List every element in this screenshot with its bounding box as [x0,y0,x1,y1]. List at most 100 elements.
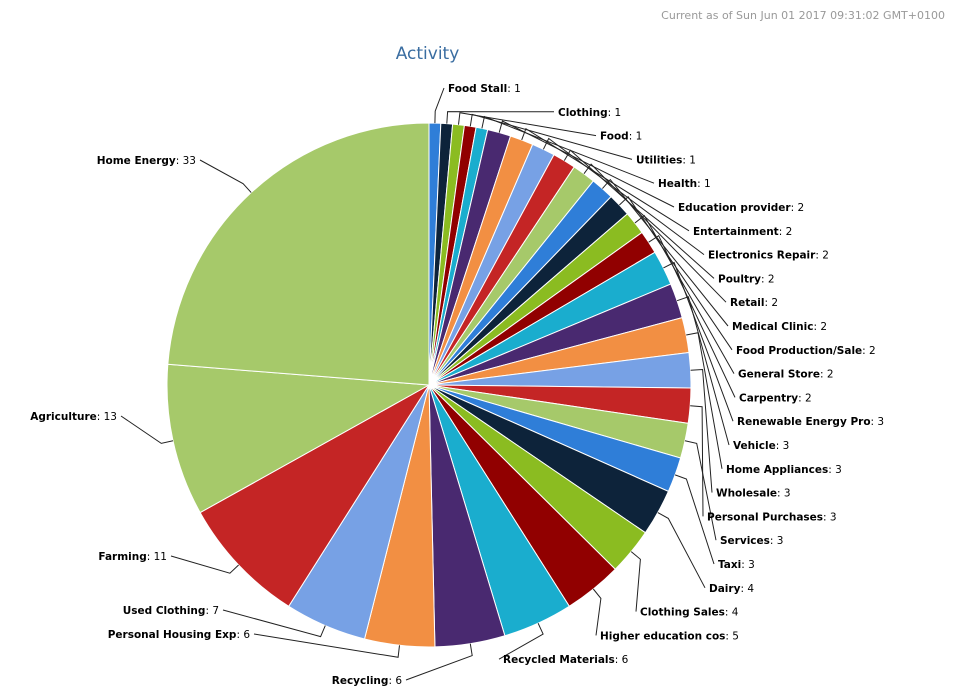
label-used-clothing: Used Clothing: 7 [123,605,219,617]
connector-wholesale [690,368,713,493]
label-food-production-sale: Food Production/Sale: 2 [736,345,876,357]
connector-entertainment [521,127,690,232]
label-name: Education provider [678,202,791,214]
label-name: Wholesale [716,488,777,500]
slice-agriculture[interactable] [166,363,431,514]
label-name: Recycled Materials [503,654,615,666]
label-name: Carpentry [739,392,798,404]
connector-electronics-repair [542,137,705,256]
connector-home-energy [199,159,252,193]
connector-agriculture [120,415,174,444]
slice-farming[interactable] [199,384,430,607]
label-value: : 3 [777,488,791,500]
label-value: : 3 [871,416,885,428]
label-value: : 2 [820,369,834,381]
label-name: General Store [738,369,820,381]
label-retail: Retail: 2 [730,297,778,309]
label-value: : 3 [776,440,790,452]
connector-recycling [405,643,473,681]
connector-personal-housing-exp [253,633,400,658]
connector-higher-education-cos [592,588,602,636]
label-clothing: Clothing: 1 [558,107,621,119]
connector-clothing [446,111,555,124]
label-name: Clothing Sales [640,607,725,619]
label-name: Electronics Repair [708,250,816,262]
label-name: Food Stall [448,83,507,95]
label-value: : 1 [697,178,711,190]
label-farming: Farming: 11 [98,551,167,563]
label-value: : 11 [147,551,167,563]
label-value: : 3 [823,511,837,523]
label-dairy: Dairy: 4 [709,583,754,595]
connector-carpentry [648,234,736,398]
label-name: Clothing [558,107,608,119]
connector-dairy [657,512,706,589]
label-value: : 7 [205,605,219,617]
label-value: : 1 [608,107,622,119]
label-value: : 13 [97,411,117,423]
connector-health [481,115,655,184]
pie-slices [166,122,692,648]
label-utilities: Utilities: 1 [636,154,696,166]
label-name: Medical Clinic [732,321,813,333]
connector-food-stall [434,87,445,124]
label-name: Food [600,131,629,143]
connector-renewable-energy-pro [663,261,734,422]
connector-retail [583,163,727,303]
label-value: : 2 [798,392,812,404]
label-medical-clinic: Medical Clinic: 2 [732,321,827,333]
connector-utilities [469,113,633,160]
label-connectors [120,87,736,681]
connector-used-clothing [222,609,326,638]
label-agriculture: Agriculture: 13 [30,411,117,423]
label-name: Taxi [718,559,741,571]
label-poultry: Poultry: 2 [718,273,775,285]
connector-food [458,112,597,137]
label-electronics-repair: Electronics Repair: 2 [708,250,829,262]
label-vehicle: Vehicle: 3 [733,440,789,452]
label-name: Poultry [718,273,761,285]
label-value: : 5 [725,630,739,642]
label-value: : 6 [615,654,629,666]
label-food: Food: 1 [600,131,642,143]
label-value: : 2 [761,273,775,285]
label-home-appliances: Home Appliances: 3 [726,464,842,476]
label-name: Renewable Energy Pro [737,416,871,428]
label-name: Higher education cos [600,630,725,642]
label-value: : 2 [779,226,793,238]
label-name: Personal Purchases [707,511,823,523]
label-name: Retail [730,297,765,309]
label-name: Entertainment [693,226,779,238]
label-renewable-energy-pro: Renewable Energy Pro: 3 [737,416,884,428]
label-name: Used Clothing [123,605,206,617]
label-higher-education-cos: Higher education cos: 5 [600,630,739,642]
label-value: : 2 [765,297,779,309]
connector-farming [170,555,239,574]
connector-education-provider [498,120,675,208]
label-value: : 1 [682,154,696,166]
label-health: Health: 1 [658,178,711,190]
slice-home-energy[interactable] [167,122,430,386]
connector-vehicle [676,296,730,446]
label-value: : 1 [629,131,643,143]
label-value: : 6 [236,629,250,641]
label-value: : 2 [791,202,805,214]
label-services: Services: 3 [720,535,783,547]
label-name: Vehicle [733,440,776,452]
label-value: : 2 [862,345,876,357]
label-value: : 4 [725,607,739,619]
label-name: Home Appliances [726,464,828,476]
connector-personal-purchases [690,405,704,517]
label-value: : 1 [507,83,521,95]
label-value: : 3 [770,535,784,547]
label-general-store: General Store: 2 [738,369,834,381]
label-name: Health [658,178,697,190]
label-name: Recycling [332,675,389,687]
label-value: : 3 [828,464,842,476]
connector-taxi [674,474,715,565]
chart-title: Activity [395,44,460,64]
label-personal-purchases: Personal Purchases: 3 [707,511,837,523]
label-value: : 4 [740,583,754,595]
